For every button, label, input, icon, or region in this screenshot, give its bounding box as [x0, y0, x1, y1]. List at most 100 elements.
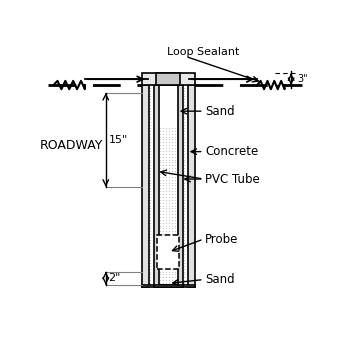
Point: [148, 131, 153, 137]
Point: [163, 234, 169, 240]
Point: [157, 137, 163, 142]
Bar: [188, 85, 194, 287]
Text: 3": 3": [298, 74, 308, 84]
Bar: [156, 73, 180, 85]
Point: [166, 257, 172, 263]
Point: [172, 188, 177, 194]
Point: [181, 188, 187, 194]
Point: [160, 142, 166, 148]
Point: [181, 122, 187, 128]
Point: [169, 280, 174, 286]
Point: [174, 134, 180, 139]
Point: [148, 226, 153, 231]
Point: [169, 171, 174, 177]
Point: [174, 283, 180, 288]
Point: [181, 197, 187, 202]
Point: [174, 212, 180, 217]
Point: [181, 140, 187, 145]
Point: [163, 160, 169, 165]
Point: [157, 140, 163, 145]
Point: [160, 234, 166, 240]
Point: [169, 277, 174, 283]
Point: [181, 220, 187, 225]
Point: [184, 191, 190, 197]
Text: Sand: Sand: [205, 105, 235, 118]
Point: [174, 163, 180, 168]
Point: [166, 252, 172, 257]
Point: [163, 269, 169, 274]
Point: [150, 99, 156, 105]
Point: [169, 131, 174, 137]
Point: [148, 212, 153, 217]
Point: [150, 243, 156, 248]
Point: [184, 128, 190, 134]
Point: [184, 120, 190, 125]
Point: [184, 85, 190, 91]
Point: [150, 108, 156, 114]
Point: [148, 232, 153, 237]
Point: [184, 249, 190, 254]
Point: [166, 266, 172, 272]
Point: [166, 240, 172, 245]
Point: [148, 191, 153, 197]
Point: [148, 174, 153, 180]
Point: [166, 260, 172, 266]
Point: [174, 269, 180, 274]
Point: [181, 240, 187, 245]
Point: [169, 283, 174, 288]
Point: [163, 174, 169, 180]
Point: [157, 255, 163, 260]
Point: [174, 128, 180, 134]
Point: [157, 234, 163, 240]
Point: [172, 266, 177, 272]
Point: [163, 125, 169, 131]
Point: [148, 277, 153, 283]
Point: [172, 257, 177, 263]
Point: [150, 137, 156, 142]
Point: [166, 134, 172, 139]
Point: [150, 148, 156, 154]
Point: [181, 163, 187, 168]
Point: [150, 131, 156, 137]
Point: [172, 232, 177, 237]
Point: [150, 214, 156, 220]
Point: [166, 185, 172, 191]
Point: [166, 194, 172, 200]
Point: [184, 105, 190, 111]
Point: [174, 165, 180, 171]
Point: [150, 228, 156, 234]
Point: [174, 243, 180, 248]
Point: [150, 191, 156, 197]
Point: [172, 223, 177, 228]
Point: [184, 142, 190, 148]
Point: [172, 151, 177, 157]
Point: [169, 185, 174, 191]
Point: [150, 283, 156, 288]
Point: [181, 171, 187, 177]
Point: [160, 163, 166, 168]
Point: [181, 280, 187, 286]
Point: [181, 260, 187, 266]
Point: [157, 194, 163, 200]
Point: [184, 280, 190, 286]
Point: [157, 183, 163, 188]
Point: [166, 171, 172, 177]
Point: [163, 263, 169, 268]
Point: [181, 194, 187, 200]
Point: [150, 206, 156, 211]
Point: [184, 102, 190, 108]
Point: [169, 163, 174, 168]
Point: [174, 160, 180, 165]
Point: [166, 154, 172, 159]
Point: [150, 246, 156, 251]
Point: [160, 168, 166, 174]
Point: [181, 263, 187, 268]
Point: [163, 249, 169, 254]
Point: [148, 200, 153, 205]
Point: [163, 212, 169, 217]
Point: [172, 148, 177, 154]
Point: [172, 208, 177, 214]
Point: [174, 272, 180, 277]
Point: [166, 177, 172, 182]
Point: [172, 145, 177, 151]
